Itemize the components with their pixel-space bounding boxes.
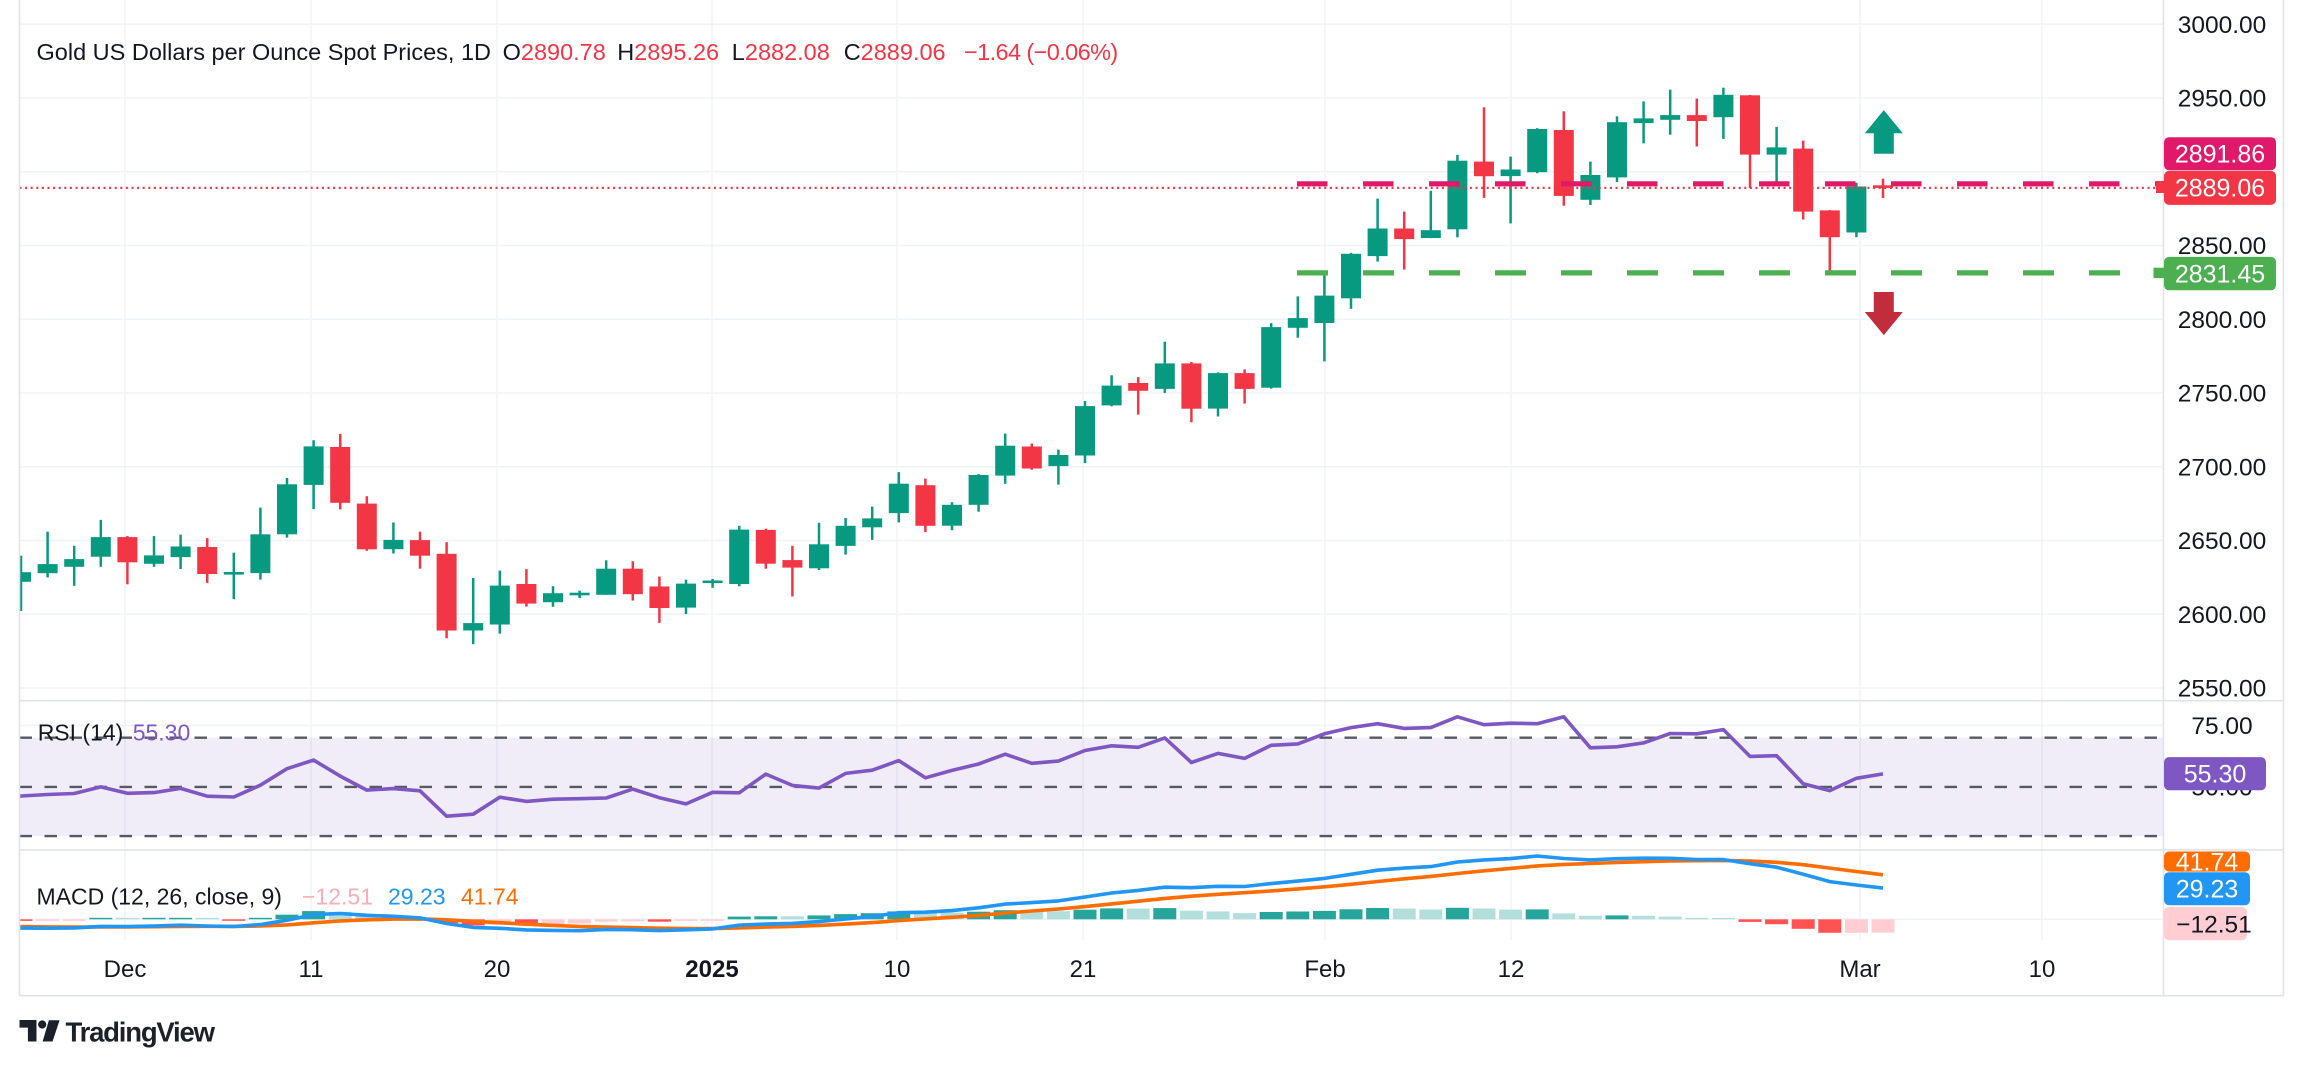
svg-text:3000.00: 3000.00 [2178, 12, 2267, 39]
svg-text:2889.06: 2889.06 [2175, 175, 2265, 203]
svg-text:2550.00: 2550.00 [2178, 676, 2267, 703]
svg-text:10: 10 [2029, 956, 2056, 983]
svg-text:2600.00: 2600.00 [2178, 602, 2267, 629]
svg-text:41.74: 41.74 [461, 884, 519, 910]
svg-text:TradingView: TradingView [66, 1017, 216, 1048]
svg-text:Gold US Dollars per Ounce Spot: Gold US Dollars per Ounce Spot Prices, 1… [37, 39, 492, 65]
svg-text:−1.64 (−0.06%): −1.64 (−0.06%) [964, 39, 1118, 65]
svg-text:2700.00: 2700.00 [2178, 454, 2267, 481]
svg-text:2850.00: 2850.00 [2178, 233, 2267, 260]
svg-text:2831.45: 2831.45 [2175, 260, 2265, 288]
svg-text:10: 10 [884, 956, 911, 983]
svg-text:75.00: 75.00 [2191, 713, 2252, 740]
svg-text:21: 21 [1070, 956, 1097, 983]
svg-text:2750.00: 2750.00 [2178, 381, 2267, 408]
svg-text:O2890.78: O2890.78 [503, 39, 606, 65]
svg-text:29.23: 29.23 [2176, 876, 2239, 904]
svg-text:C2889.06: C2889.06 [844, 39, 946, 65]
svg-text:2891.86: 2891.86 [2175, 140, 2265, 168]
svg-text:11: 11 [299, 956, 324, 983]
svg-text:−12.51: −12.51 [2176, 911, 2252, 938]
svg-text:41.74: 41.74 [2176, 848, 2239, 876]
svg-text:Feb: Feb [1304, 956, 1345, 983]
svg-text:MACD (12, 26, close, 9): MACD (12, 26, close, 9) [37, 884, 282, 910]
svg-text:2650.00: 2650.00 [2178, 528, 2267, 555]
svg-text:Mar: Mar [1839, 956, 1880, 983]
svg-text:−12.51: −12.51 [302, 884, 373, 910]
svg-text:2950.00: 2950.00 [2178, 86, 2267, 113]
svg-text:29.23: 29.23 [388, 884, 446, 910]
svg-text:H2895.26: H2895.26 [617, 39, 719, 65]
svg-text:L2882.08: L2882.08 [732, 39, 830, 65]
svg-text:12: 12 [1498, 956, 1525, 983]
svg-text:2025: 2025 [685, 956, 738, 983]
svg-text:Dec: Dec [104, 956, 147, 983]
svg-text:RSI (14): RSI (14) [38, 720, 124, 746]
svg-text:20: 20 [484, 956, 511, 983]
svg-text:2800.00: 2800.00 [2178, 307, 2267, 334]
svg-text:55.30: 55.30 [2184, 760, 2247, 788]
svg-text:55.30: 55.30 [133, 720, 191, 746]
